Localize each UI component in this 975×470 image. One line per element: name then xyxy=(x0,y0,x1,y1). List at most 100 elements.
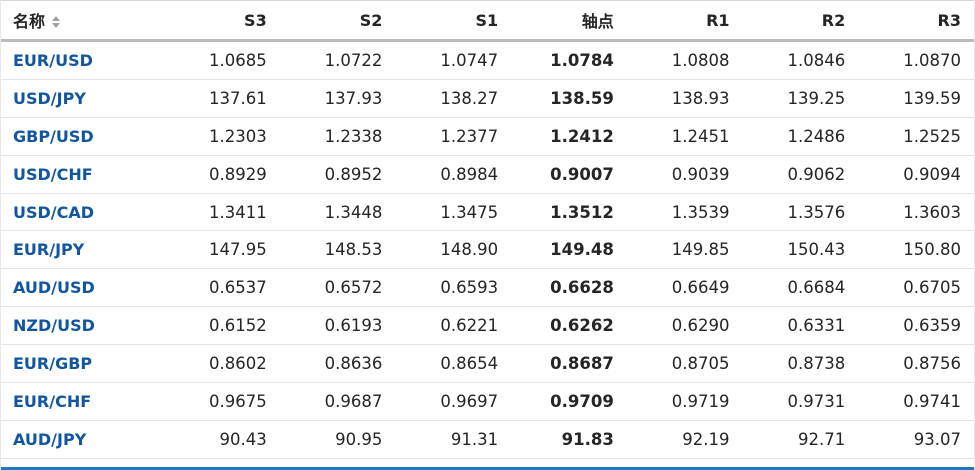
cell-r1: 0.9719 xyxy=(626,382,743,421)
cell-s3: 0.8929 xyxy=(164,155,280,194)
pair-link[interactable]: USD/CAD xyxy=(13,202,95,222)
cell-s3: 1.0685 xyxy=(164,40,280,80)
cell-pivot: 1.3512 xyxy=(511,193,627,232)
cell-r2: 92.71 xyxy=(742,420,859,459)
cell-r1: 1.3539 xyxy=(626,193,743,232)
cell-s1: 0.6593 xyxy=(395,268,512,308)
cell-r2: 0.9731 xyxy=(742,382,859,421)
cell-s3: 1.3411 xyxy=(164,193,280,232)
cell-s2: 1.3448 xyxy=(279,193,396,232)
table-row: EUR/USD 1.0685 1.0722 1.0747 1.0784 1.0808 1.0… xyxy=(1,40,974,80)
cell-r1: 0.9039 xyxy=(626,155,743,194)
table-row: AUD/JPY 90.43 90.95 91.31 91.83 92.19 92.71 93.… xyxy=(1,420,974,459)
cell-pivot: 138.59 xyxy=(511,79,627,118)
cell-r1: 149.85 xyxy=(626,230,743,270)
cell-pivot: 0.6262 xyxy=(511,306,627,346)
cell-s1: 138.27 xyxy=(395,79,512,118)
column-header-r1: R1 xyxy=(626,1,743,42)
cell-r3: 1.2525 xyxy=(858,117,974,156)
cell-s2: 0.9687 xyxy=(279,382,396,421)
cell-pair-name: EUR/GBP xyxy=(1,344,164,384)
cell-r1: 0.6649 xyxy=(626,268,743,308)
cell-s3: 90.43 xyxy=(164,420,280,459)
pair-link[interactable]: EUR/GBP xyxy=(13,354,93,374)
cell-s1: 148.90 xyxy=(395,230,512,270)
column-header-label: R2 xyxy=(821,10,846,30)
cell-s3: 1.2303 xyxy=(164,117,280,156)
cell-r1: 0.6290 xyxy=(626,306,743,346)
cell-s2: 0.6193 xyxy=(279,306,396,346)
pair-link[interactable]: EUR/USD xyxy=(13,50,93,70)
table-header-row: 名称 S3 S2 S1 轴点 R1 R2 R3 xyxy=(1,1,974,42)
cell-pivot: 0.8687 xyxy=(511,344,627,384)
cell-r2: 0.9062 xyxy=(742,155,859,194)
cell-pivot: 1.2412 xyxy=(511,117,627,156)
table-row: AUD/USD 0.6537 0.6572 0.6593 0.6628 0.6649 0.6… xyxy=(1,268,974,308)
table-row: GBP/USD 1.2303 1.2338 1.2377 1.2412 1.2451 1.2… xyxy=(1,117,974,156)
pair-link[interactable]: EUR/JPY xyxy=(13,240,85,260)
cell-r3: 0.9094 xyxy=(858,155,974,194)
cell-r2: 0.8738 xyxy=(742,344,859,384)
cell-pivot: 0.9709 xyxy=(511,382,627,421)
cell-r3: 150.80 xyxy=(858,230,974,270)
column-header-name[interactable]: 名称 xyxy=(1,1,164,42)
cell-s1: 0.8654 xyxy=(395,344,512,384)
pair-link[interactable]: USD/JPY xyxy=(13,88,86,108)
pair-link[interactable]: NZD/USD xyxy=(13,316,95,336)
cell-s3: 147.95 xyxy=(164,230,280,270)
table-row: NZD/USD 0.6152 0.6193 0.6221 0.6262 0.6290 0.6… xyxy=(1,306,974,346)
cell-pair-name: USD/CAD xyxy=(1,193,164,232)
cell-pair-name: USD/CHF xyxy=(1,155,164,194)
cell-pair-name: EUR/JPY xyxy=(1,230,164,270)
table-row: EUR/GBP 0.8602 0.8636 0.8654 0.8687 0.8705 0.8… xyxy=(1,344,974,384)
pair-link[interactable]: EUR/CHF xyxy=(13,391,92,411)
cell-r3: 1.0870 xyxy=(858,40,974,80)
table-header: 名称 S3 S2 S1 轴点 R1 R2 R3 xyxy=(1,1,974,42)
sort-arrows-icon xyxy=(52,15,61,28)
cell-pivot: 0.6628 xyxy=(511,268,627,308)
column-header-r2: R2 xyxy=(742,1,859,42)
column-header-s3: S3 xyxy=(164,1,280,42)
cell-r2: 139.25 xyxy=(742,79,859,118)
cell-s2: 1.0722 xyxy=(279,40,396,80)
pair-link[interactable]: AUD/USD xyxy=(13,278,95,298)
cell-s2: 137.93 xyxy=(279,79,396,118)
table-row: EUR/CHF 0.9675 0.9687 0.9697 0.9709 0.9719 0.9… xyxy=(1,382,974,421)
column-header-s1: S1 xyxy=(395,1,512,42)
column-header-s2: S2 xyxy=(279,1,396,42)
cell-s3: 0.8602 xyxy=(164,344,280,384)
cell-pair-name: EUR/CHF xyxy=(1,382,164,421)
column-header-label: R1 xyxy=(706,10,730,30)
cell-pair-name: USD/JPY xyxy=(1,79,164,118)
column-header-r3: R3 xyxy=(858,1,974,42)
pair-link[interactable]: AUD/JPY xyxy=(13,429,87,449)
cell-r1: 1.0808 xyxy=(626,40,743,80)
cell-s3: 0.6537 xyxy=(164,268,280,308)
pair-link[interactable]: GBP/USD xyxy=(13,126,94,146)
cell-s1: 1.0747 xyxy=(395,40,512,80)
bottom-accent-bar xyxy=(1,467,974,470)
cell-r2: 1.2486 xyxy=(742,117,859,156)
cell-s1: 91.31 xyxy=(395,420,512,459)
table-row: USD/CAD 1.3411 1.3448 1.3475 1.3512 1.3539 1.3… xyxy=(1,193,974,232)
cell-pair-name: AUD/USD xyxy=(1,268,164,308)
cell-s1: 1.3475 xyxy=(395,193,512,232)
cell-r1: 1.2451 xyxy=(626,117,743,156)
column-header-label: S3 xyxy=(244,10,267,30)
table-row: USD/JPY 137.61 137.93 138.27 138.59 138.93 139… xyxy=(1,79,974,118)
cell-s2: 148.53 xyxy=(279,230,396,270)
cell-pivot: 91.83 xyxy=(511,420,627,459)
column-header-label: S1 xyxy=(475,10,499,30)
cell-r3: 0.9741 xyxy=(858,382,974,421)
cell-pivot: 0.9007 xyxy=(511,155,627,194)
cell-r1: 0.8705 xyxy=(626,344,743,384)
cell-r2: 0.6684 xyxy=(742,268,859,308)
cell-s3: 0.9675 xyxy=(164,382,280,421)
pair-link[interactable]: USD/CHF xyxy=(13,164,93,184)
column-header-label: 轴点 xyxy=(581,12,614,31)
cell-r2: 1.0846 xyxy=(742,40,859,80)
cell-pivot: 149.48 xyxy=(511,230,627,270)
column-header-label: R3 xyxy=(937,10,961,30)
cell-pair-name: NZD/USD xyxy=(1,306,164,346)
cell-r3: 1.3603 xyxy=(858,193,974,232)
